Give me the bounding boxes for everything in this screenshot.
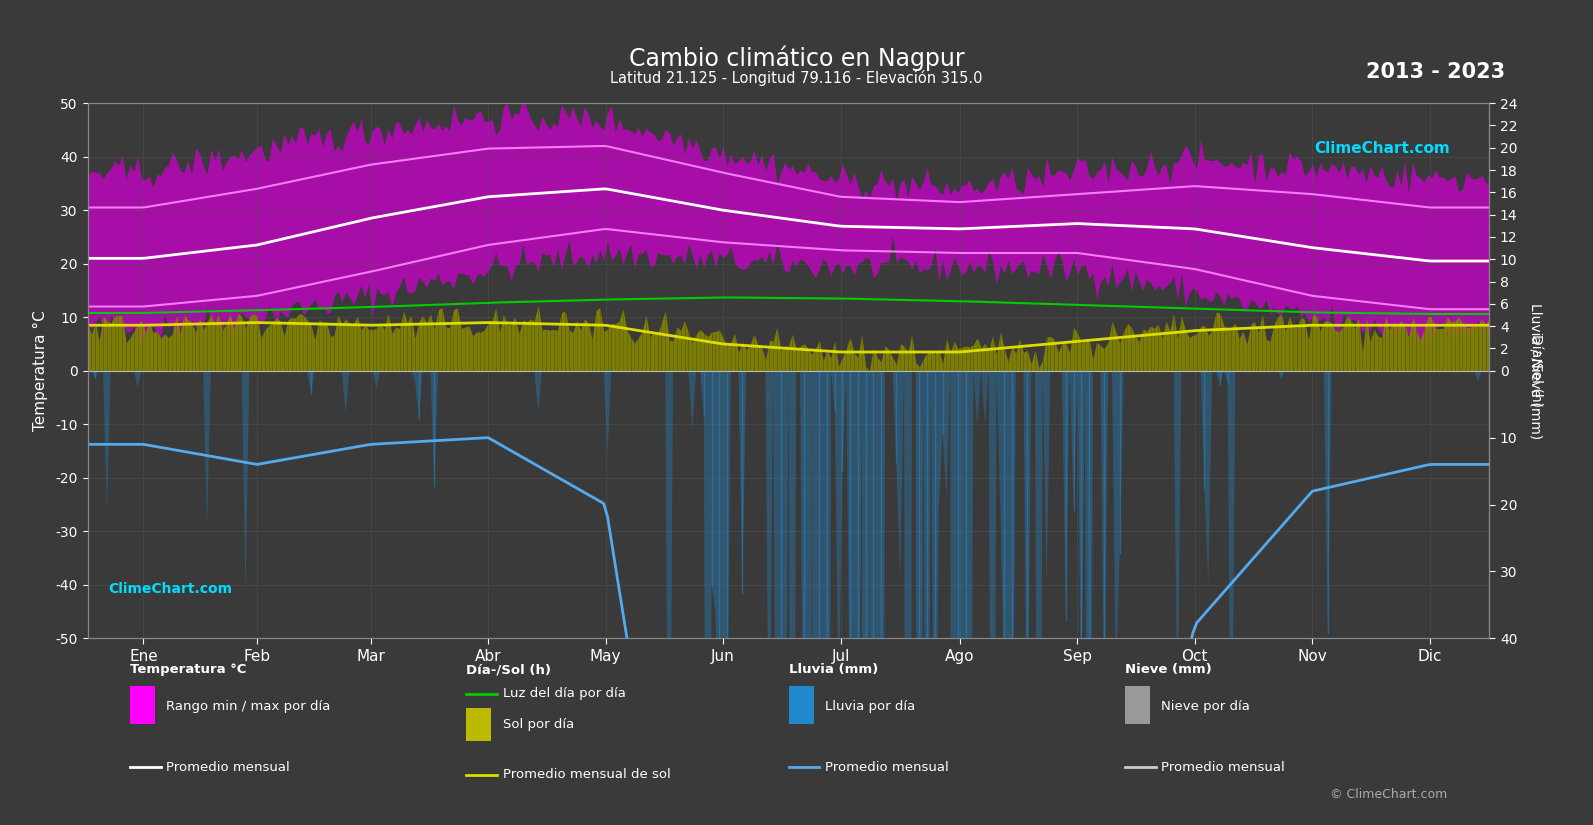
- Text: ClimeChart.com: ClimeChart.com: [1314, 140, 1450, 156]
- Text: Promedio mensual: Promedio mensual: [1161, 761, 1286, 774]
- Y-axis label: Día/Sol (h): Día/Sol (h): [1529, 334, 1542, 408]
- Text: Nieve por día: Nieve por día: [1161, 700, 1251, 713]
- Bar: [467, 708, 491, 741]
- Bar: [129, 686, 155, 724]
- Text: © ClimeChart.com: © ClimeChart.com: [1330, 788, 1448, 801]
- Text: Luz del día por día: Luz del día por día: [502, 687, 626, 700]
- Text: Temperatura °C: Temperatura °C: [129, 663, 245, 676]
- Y-axis label: Lluvia / Nieve (mm): Lluvia / Nieve (mm): [1529, 303, 1542, 439]
- Text: Cambio climático en Nagpur: Cambio climático en Nagpur: [629, 45, 964, 71]
- Text: 2013 - 2023: 2013 - 2023: [1367, 62, 1505, 82]
- Text: Sol por día: Sol por día: [502, 718, 573, 731]
- Text: ClimeChart.com: ClimeChart.com: [108, 582, 233, 596]
- Bar: [789, 686, 814, 724]
- Text: Lluvia por día: Lluvia por día: [825, 700, 916, 713]
- Text: Promedio mensual de sol: Promedio mensual de sol: [502, 768, 671, 781]
- Y-axis label: Temperatura °C: Temperatura °C: [33, 310, 48, 431]
- Bar: [1125, 686, 1150, 724]
- Text: Rango min / max por día: Rango min / max por día: [166, 700, 330, 713]
- Text: Promedio mensual: Promedio mensual: [825, 761, 949, 774]
- Text: Promedio mensual: Promedio mensual: [166, 761, 290, 774]
- Text: Lluvia (mm): Lluvia (mm): [789, 663, 878, 676]
- Bar: [467, 708, 491, 741]
- Text: Nieve (mm): Nieve (mm): [1125, 663, 1212, 676]
- Text: Día-/Sol (h): Día-/Sol (h): [467, 663, 551, 676]
- Text: Latitud 21.125 - Longitud 79.116 - Elevación 315.0: Latitud 21.125 - Longitud 79.116 - Eleva…: [610, 70, 983, 86]
